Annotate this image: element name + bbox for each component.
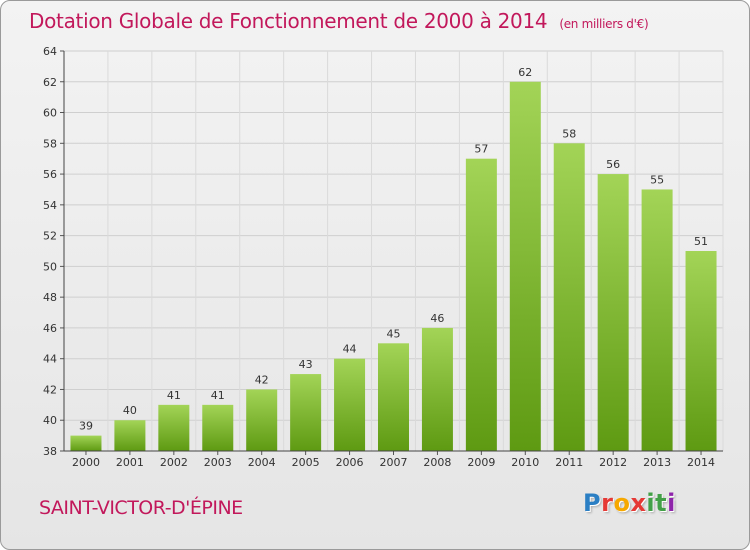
bar-value-label: 62 [518,66,532,79]
bar [378,343,409,451]
x-tick-label: 2002 [160,456,188,469]
y-tick-label: 48 [43,291,57,304]
y-tick-label: 50 [43,260,57,273]
y-tick-label: 38 [43,445,57,458]
bar [509,81,541,452]
bar [465,158,497,451]
x-tick-label: 2004 [248,456,276,469]
bar-value-label: 56 [606,158,620,171]
logo-letter: i [667,489,676,517]
x-tick-label: 2011 [555,456,583,469]
bar-value-label: 51 [694,235,708,248]
logo-letter: x [630,489,647,517]
logo-letter: o [613,489,631,517]
title-text: Dotation Globale de Fonctionnement de 20… [29,9,548,33]
bar-value-label: 44 [343,343,357,356]
logo-letter: i [646,489,656,517]
x-tick-label: 2014 [687,456,715,469]
value-labels: 39 40 41 41 42 43 44 45 46 57 62 58 56 55 51 [79,66,708,433]
bar-value-label: 58 [562,127,576,140]
bar [114,420,146,451]
bars [70,81,717,452]
bar [553,143,585,452]
y-tick-label: 64 [43,45,57,58]
y-tick-label: 52 [43,230,57,243]
bar [334,358,366,451]
y-tick-label: 44 [43,353,57,366]
y-tick-label: 62 [43,76,57,89]
bar [290,374,322,451]
bar-value-label: 45 [387,327,401,340]
x-tick-label: 2010 [511,456,539,469]
y-tick-label: 54 [43,199,57,212]
y-tick-label: 40 [43,414,57,427]
bar-value-label: 55 [650,173,664,186]
bar [421,327,453,451]
y-tick-label: 42 [43,383,57,396]
proxiti-logo: Proxiti [583,489,676,517]
y-tick-label: 60 [43,107,57,120]
chart-title: Dotation Globale de Fonctionnement de 20… [29,9,649,33]
bar-value-label: 41 [211,389,225,402]
bar [641,189,673,451]
x-tick-label: 2005 [292,456,320,469]
bar-value-label: 46 [430,312,444,325]
x-tick-label: 2012 [599,456,627,469]
bar-value-label: 41 [167,389,181,402]
bar [202,404,234,451]
x-tick-label: 2008 [423,456,451,469]
bar-value-label: 57 [474,143,488,156]
bar [685,251,717,451]
x-tick-label: 2001 [116,456,144,469]
x-tick-label: 2000 [72,456,100,469]
y-tick-label: 58 [43,137,57,150]
axes: 38 40 42 44 46 48 50 52 54 56 58 60 62 64 2000 2001 2002… [43,45,723,469]
bar [246,389,278,451]
logo-letter: P [583,489,602,517]
x-tick-label: 2009 [467,456,495,469]
bar-value-label: 43 [299,358,313,371]
x-tick-label: 2006 [336,456,364,469]
bar-value-label: 39 [79,420,93,433]
bar [158,404,190,451]
x-tick-label: 2003 [204,456,232,469]
bar [70,435,102,451]
title-unit: (en milliers d'€) [559,17,649,31]
commune-name: SAINT-VICTOR-D'ÉPINE [39,497,243,519]
bar-value-label: 42 [255,373,269,386]
bar-value-label: 40 [123,404,137,417]
logo-letter: t [655,489,668,517]
x-tick-label: 2007 [380,456,408,469]
y-tick-label: 56 [43,168,57,181]
logo-letter: r [601,489,614,517]
y-tick-label: 46 [43,322,57,335]
x-tick-label: 2013 [643,456,671,469]
bar [597,174,629,452]
